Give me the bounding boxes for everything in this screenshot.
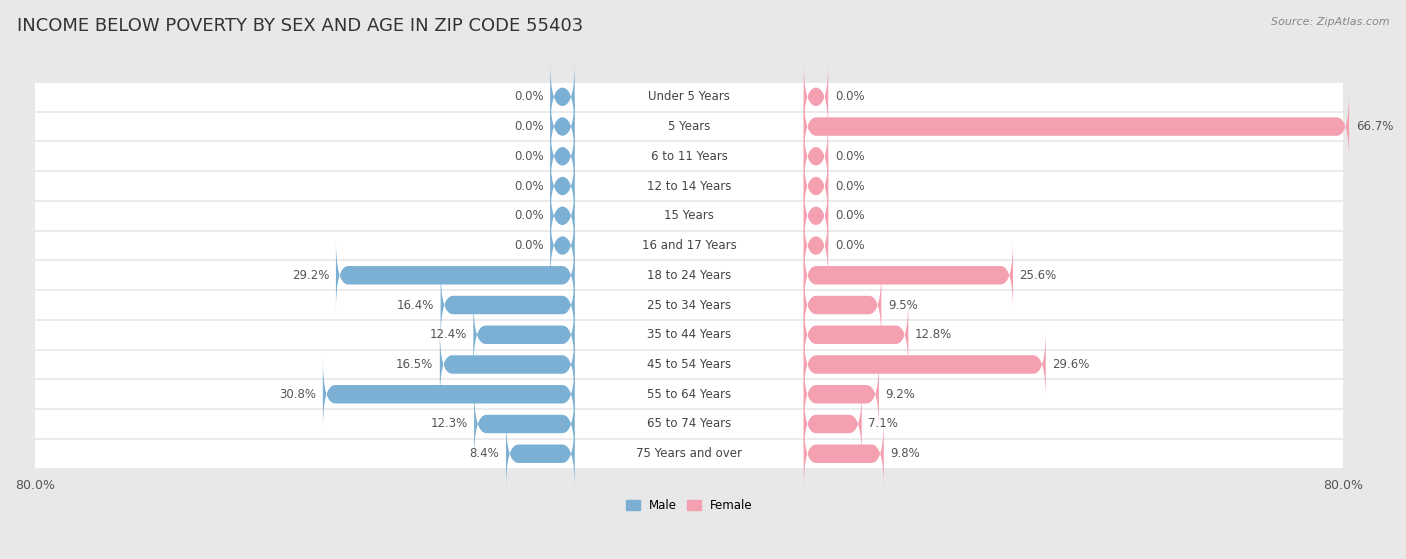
Text: 75 Years and over: 75 Years and over (636, 447, 742, 460)
Text: 30.8%: 30.8% (280, 388, 316, 401)
Text: 12 to 14 Years: 12 to 14 Years (647, 179, 731, 192)
FancyBboxPatch shape (440, 269, 575, 340)
Text: 65 to 74 Years: 65 to 74 Years (647, 418, 731, 430)
Text: 6 to 11 Years: 6 to 11 Years (651, 150, 728, 163)
Text: 9.8%: 9.8% (890, 447, 920, 460)
FancyBboxPatch shape (550, 210, 575, 281)
Text: 55 to 64 Years: 55 to 64 Years (647, 388, 731, 401)
Text: 0.0%: 0.0% (835, 179, 865, 192)
Text: 16.5%: 16.5% (396, 358, 433, 371)
Text: 0.0%: 0.0% (515, 91, 544, 103)
Text: 18 to 24 Years: 18 to 24 Years (647, 269, 731, 282)
FancyBboxPatch shape (474, 300, 575, 370)
FancyBboxPatch shape (550, 61, 575, 132)
Text: 66.7%: 66.7% (1355, 120, 1393, 133)
FancyBboxPatch shape (0, 171, 1385, 201)
FancyBboxPatch shape (0, 141, 1385, 171)
FancyBboxPatch shape (323, 359, 575, 430)
FancyBboxPatch shape (804, 329, 1046, 400)
FancyBboxPatch shape (474, 389, 575, 459)
FancyBboxPatch shape (0, 112, 1385, 141)
FancyBboxPatch shape (804, 181, 828, 251)
Text: 9.2%: 9.2% (886, 388, 915, 401)
FancyBboxPatch shape (804, 150, 828, 221)
FancyBboxPatch shape (550, 150, 575, 221)
Text: 25 to 34 Years: 25 to 34 Years (647, 299, 731, 311)
Text: 29.2%: 29.2% (292, 269, 329, 282)
FancyBboxPatch shape (804, 300, 908, 370)
FancyBboxPatch shape (0, 260, 1385, 290)
Text: 0.0%: 0.0% (835, 91, 865, 103)
Text: INCOME BELOW POVERTY BY SEX AND AGE IN ZIP CODE 55403: INCOME BELOW POVERTY BY SEX AND AGE IN Z… (17, 17, 583, 35)
Text: 12.4%: 12.4% (429, 328, 467, 341)
FancyBboxPatch shape (0, 439, 1385, 468)
Text: Under 5 Years: Under 5 Years (648, 91, 730, 103)
Text: 9.5%: 9.5% (889, 299, 918, 311)
FancyBboxPatch shape (440, 329, 575, 400)
FancyBboxPatch shape (0, 380, 1385, 409)
Text: 0.0%: 0.0% (515, 120, 544, 133)
Text: 0.0%: 0.0% (835, 239, 865, 252)
Text: 0.0%: 0.0% (515, 209, 544, 222)
FancyBboxPatch shape (0, 82, 1385, 112)
Text: 0.0%: 0.0% (835, 150, 865, 163)
Text: 0.0%: 0.0% (515, 150, 544, 163)
FancyBboxPatch shape (804, 269, 882, 340)
Text: 5 Years: 5 Years (668, 120, 710, 133)
Legend: Male, Female: Male, Female (621, 494, 758, 517)
Text: 45 to 54 Years: 45 to 54 Years (647, 358, 731, 371)
FancyBboxPatch shape (0, 201, 1385, 231)
FancyBboxPatch shape (0, 409, 1385, 439)
FancyBboxPatch shape (0, 349, 1385, 380)
Text: 15 Years: 15 Years (664, 209, 714, 222)
FancyBboxPatch shape (550, 181, 575, 251)
FancyBboxPatch shape (0, 320, 1385, 349)
FancyBboxPatch shape (804, 359, 879, 430)
Text: 35 to 44 Years: 35 to 44 Years (647, 328, 731, 341)
FancyBboxPatch shape (0, 231, 1385, 260)
Text: 0.0%: 0.0% (515, 179, 544, 192)
Text: 0.0%: 0.0% (835, 209, 865, 222)
FancyBboxPatch shape (804, 240, 1014, 311)
Text: 0.0%: 0.0% (515, 239, 544, 252)
FancyBboxPatch shape (550, 91, 575, 162)
FancyBboxPatch shape (336, 240, 575, 311)
FancyBboxPatch shape (804, 389, 862, 459)
Text: 16 and 17 Years: 16 and 17 Years (641, 239, 737, 252)
Text: 12.8%: 12.8% (915, 328, 952, 341)
Text: 29.6%: 29.6% (1052, 358, 1090, 371)
FancyBboxPatch shape (506, 418, 575, 489)
FancyBboxPatch shape (804, 121, 828, 192)
Text: Source: ZipAtlas.com: Source: ZipAtlas.com (1271, 17, 1389, 27)
FancyBboxPatch shape (804, 91, 1350, 162)
FancyBboxPatch shape (804, 418, 884, 489)
Text: 12.3%: 12.3% (430, 418, 468, 430)
Text: 25.6%: 25.6% (1019, 269, 1057, 282)
FancyBboxPatch shape (804, 61, 828, 132)
FancyBboxPatch shape (550, 121, 575, 192)
Text: 7.1%: 7.1% (869, 418, 898, 430)
Text: 8.4%: 8.4% (470, 447, 499, 460)
Text: 16.4%: 16.4% (396, 299, 434, 311)
FancyBboxPatch shape (0, 290, 1385, 320)
FancyBboxPatch shape (804, 210, 828, 281)
